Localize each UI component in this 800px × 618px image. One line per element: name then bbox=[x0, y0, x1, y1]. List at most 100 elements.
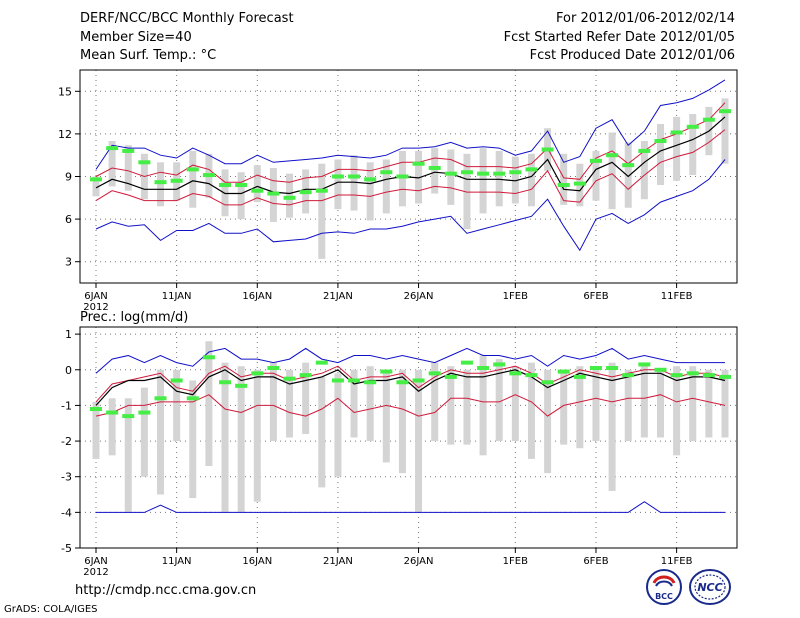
temp-observed-marker bbox=[186, 167, 199, 172]
precip-observed-marker bbox=[493, 362, 506, 367]
temp-ytick-label: 3 bbox=[65, 256, 72, 269]
temp-spread-box bbox=[398, 150, 406, 207]
temp-min-line bbox=[95, 159, 726, 252]
precip-spread-box bbox=[269, 362, 277, 442]
precip-observed-marker bbox=[138, 410, 151, 415]
precip-sd-upper-line bbox=[95, 365, 726, 403]
precip-observed-marker bbox=[444, 374, 457, 379]
temp-spread-box bbox=[318, 163, 326, 259]
precip-spread-box bbox=[544, 369, 552, 474]
precip-observed-marker bbox=[460, 360, 473, 365]
precip-observed-marker bbox=[719, 374, 731, 379]
temp-observed-marker bbox=[154, 180, 167, 185]
precip-ytick-label: 0 bbox=[65, 364, 72, 377]
precip-spread-box bbox=[302, 362, 310, 434]
temp-observed-marker bbox=[348, 174, 361, 179]
precip-spread-box bbox=[656, 369, 664, 438]
precip-ytick-label: -1 bbox=[61, 399, 72, 412]
precip-observed-marker bbox=[235, 383, 248, 388]
precip-xtick-label: 6JAN bbox=[84, 556, 107, 567]
member-size-label: Member Size=40 bbox=[80, 30, 192, 45]
precip-spread-box bbox=[157, 369, 165, 495]
temp-spread-box bbox=[189, 150, 197, 208]
precip-spread-box bbox=[189, 380, 197, 499]
temp-spread-box bbox=[624, 142, 632, 208]
temp-observed-marker bbox=[606, 153, 619, 158]
precip-observed-marker bbox=[589, 365, 602, 370]
temp-observed-marker bbox=[493, 171, 506, 176]
precip-spread-box bbox=[398, 369, 406, 474]
precip-spread-box bbox=[560, 369, 568, 445]
temp-observed-marker bbox=[106, 146, 119, 151]
temp-observed-marker bbox=[444, 171, 457, 176]
precip-observed-marker bbox=[670, 373, 683, 378]
temp-observed-marker bbox=[251, 188, 264, 193]
precip-spread-box bbox=[673, 366, 681, 456]
precip-spread-box bbox=[624, 369, 632, 442]
precip-mean-line bbox=[95, 369, 726, 406]
temp-observed-marker bbox=[686, 124, 699, 129]
precip-observed-marker bbox=[154, 396, 167, 401]
precip-spread-box bbox=[173, 369, 181, 442]
temp-observed-marker bbox=[90, 177, 102, 182]
temp-observed-marker bbox=[122, 148, 135, 153]
precip-observed-marker bbox=[315, 360, 328, 365]
precip-observed-marker bbox=[348, 378, 361, 383]
precip-spread-box bbox=[479, 355, 487, 456]
precip-spread-box bbox=[495, 359, 503, 442]
ncc-logo: NCC bbox=[689, 569, 731, 605]
precip-observed-marker bbox=[654, 367, 667, 372]
precip-observed-marker bbox=[428, 371, 441, 376]
precip-observed-marker bbox=[122, 414, 135, 419]
precip-spread-box bbox=[124, 398, 132, 513]
temp-spread-box bbox=[286, 173, 294, 218]
temp-spread-box bbox=[560, 153, 568, 205]
temp-observed-marker bbox=[364, 177, 377, 182]
fcst-produced-date: Fcst Produced Date 2012/01/06 bbox=[529, 48, 735, 63]
precip-xtick-label: 1FEB bbox=[503, 556, 528, 567]
precip-spread-box bbox=[205, 341, 213, 467]
temp-observed-marker bbox=[267, 191, 280, 196]
temp-spread-box bbox=[463, 153, 471, 230]
temp-xtick-label: 6JAN bbox=[84, 291, 107, 302]
precip-spread-box bbox=[221, 362, 229, 513]
temp-observed-marker bbox=[138, 160, 151, 165]
precip-spread-box bbox=[527, 362, 535, 459]
website-url[interactable]: http://cmdp.ncc.cma.gov.cn bbox=[75, 583, 257, 598]
precip-ytick-label: -3 bbox=[61, 471, 72, 484]
bcc-logo-text: BCC bbox=[655, 592, 673, 601]
precip-ytick-label: 1 bbox=[65, 328, 72, 341]
precip-observed-marker bbox=[557, 369, 570, 374]
temp-observed-marker bbox=[299, 190, 312, 195]
precip-observed-marker bbox=[573, 374, 586, 379]
precip-observed-marker bbox=[202, 355, 215, 360]
precip-observed-marker bbox=[509, 371, 522, 376]
temp-spread-box bbox=[656, 123, 664, 186]
temp-spread-box bbox=[366, 162, 374, 221]
temp-sd-lower-line bbox=[95, 129, 726, 206]
precip-spread-box bbox=[689, 366, 697, 442]
temp-observed-marker bbox=[702, 117, 715, 122]
temp-observed-marker bbox=[331, 174, 344, 179]
temp-spread-box bbox=[350, 155, 358, 211]
fcst-started-date: Fcst Started Refer Date 2012/01/05 bbox=[503, 30, 735, 45]
precip-observed-marker bbox=[219, 380, 232, 385]
precip-spread-box bbox=[705, 369, 713, 438]
temp-observed-marker bbox=[219, 183, 232, 188]
temp-xtick-label: 1FEB bbox=[503, 291, 528, 302]
temp-spread-box bbox=[511, 156, 519, 204]
temp-observed-marker bbox=[412, 161, 425, 166]
grads-credit: GrADS: COLA/IGES bbox=[4, 604, 98, 615]
temp-spread-box bbox=[108, 141, 116, 187]
temp-spread-box bbox=[253, 165, 261, 203]
precip-observed-marker bbox=[412, 378, 425, 383]
precip-observed-marker bbox=[396, 380, 409, 385]
temp-spread-box bbox=[415, 150, 423, 204]
temp-observed-marker bbox=[396, 174, 409, 179]
temp-xtick-label: 21JAN bbox=[323, 291, 353, 302]
temp-spread-box bbox=[334, 159, 342, 210]
precip-max-line bbox=[95, 347, 725, 374]
precip-spread-box bbox=[511, 366, 519, 442]
forecast-period: For 2012/01/06-2012/02/14 bbox=[556, 11, 735, 26]
precip-spread-box bbox=[140, 387, 148, 477]
